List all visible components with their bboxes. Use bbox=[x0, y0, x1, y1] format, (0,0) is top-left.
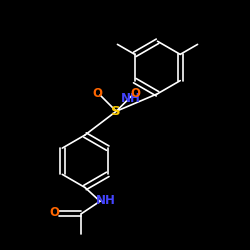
Text: O: O bbox=[92, 87, 102, 100]
Text: NH: NH bbox=[96, 194, 116, 206]
Text: NH: NH bbox=[121, 92, 141, 104]
Text: O: O bbox=[49, 206, 59, 219]
Text: S: S bbox=[112, 105, 121, 118]
Text: O: O bbox=[130, 87, 140, 100]
